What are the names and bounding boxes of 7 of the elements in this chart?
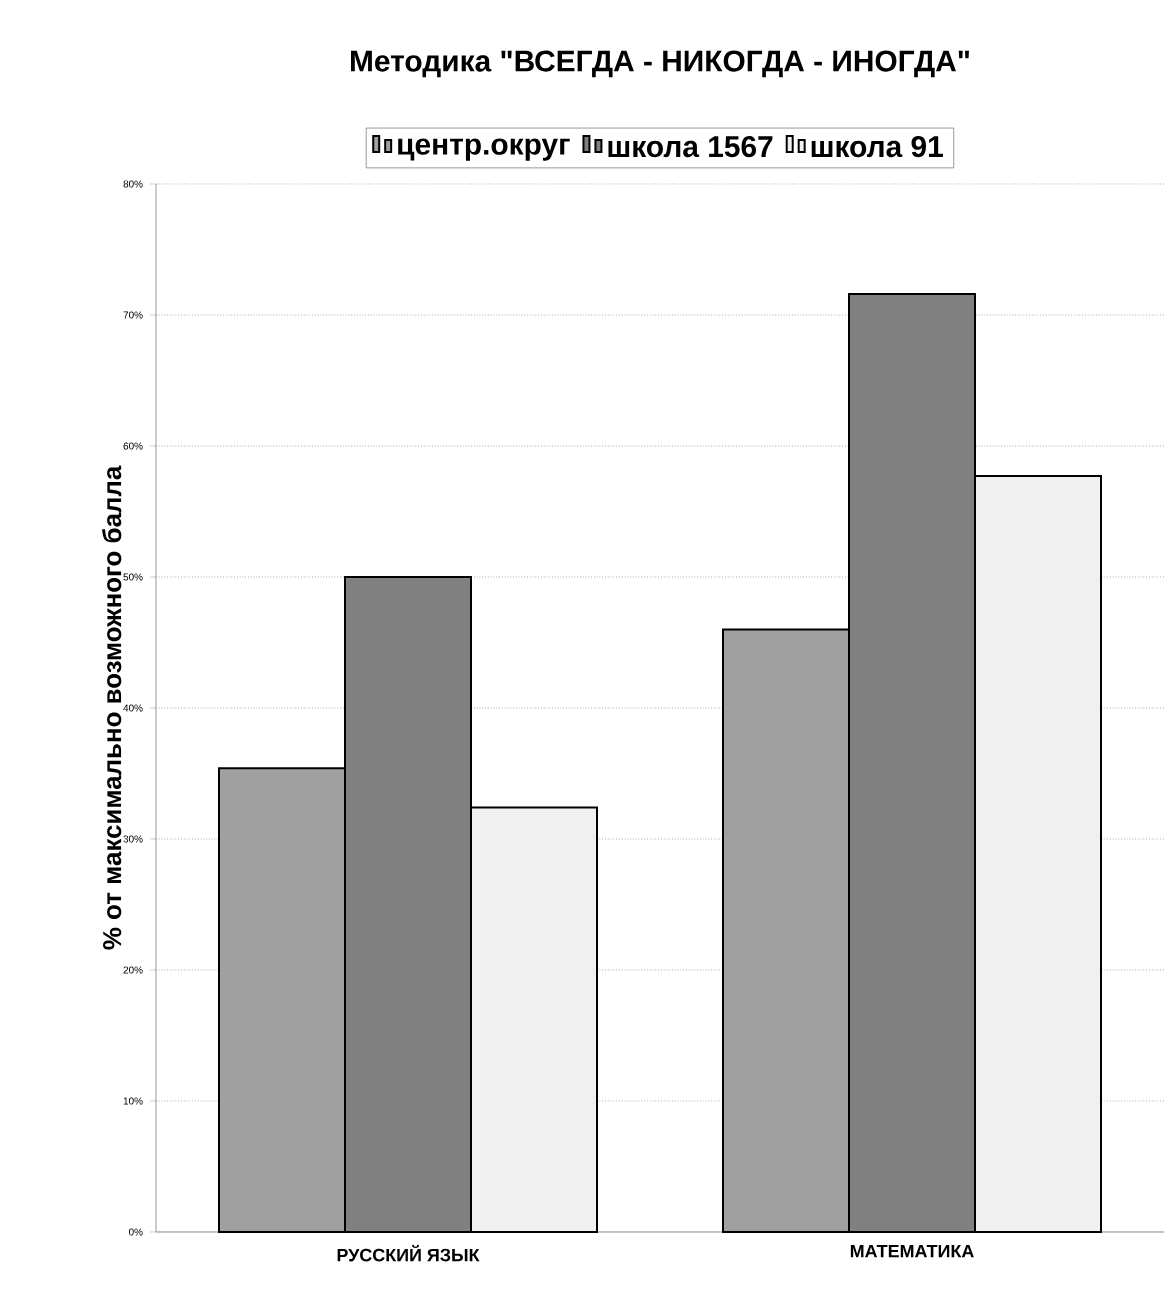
legend-label: центр.округ	[398, 138, 570, 161]
chart-title: Методика "ВСЕГДА - НИКОГДА - ИНОГДА"	[351, 50, 969, 78]
legend-label: школа 1567	[608, 136, 773, 158]
x-tick-label: РУССКИЙ ЯЗЫК	[337, 1245, 480, 1262]
legend-label: школа 91	[811, 136, 943, 158]
x-tick-label: МАТЕМАТИКА	[850, 1245, 974, 1258]
y-axis-title: % от максимально возможного балла	[102, 465, 122, 950]
